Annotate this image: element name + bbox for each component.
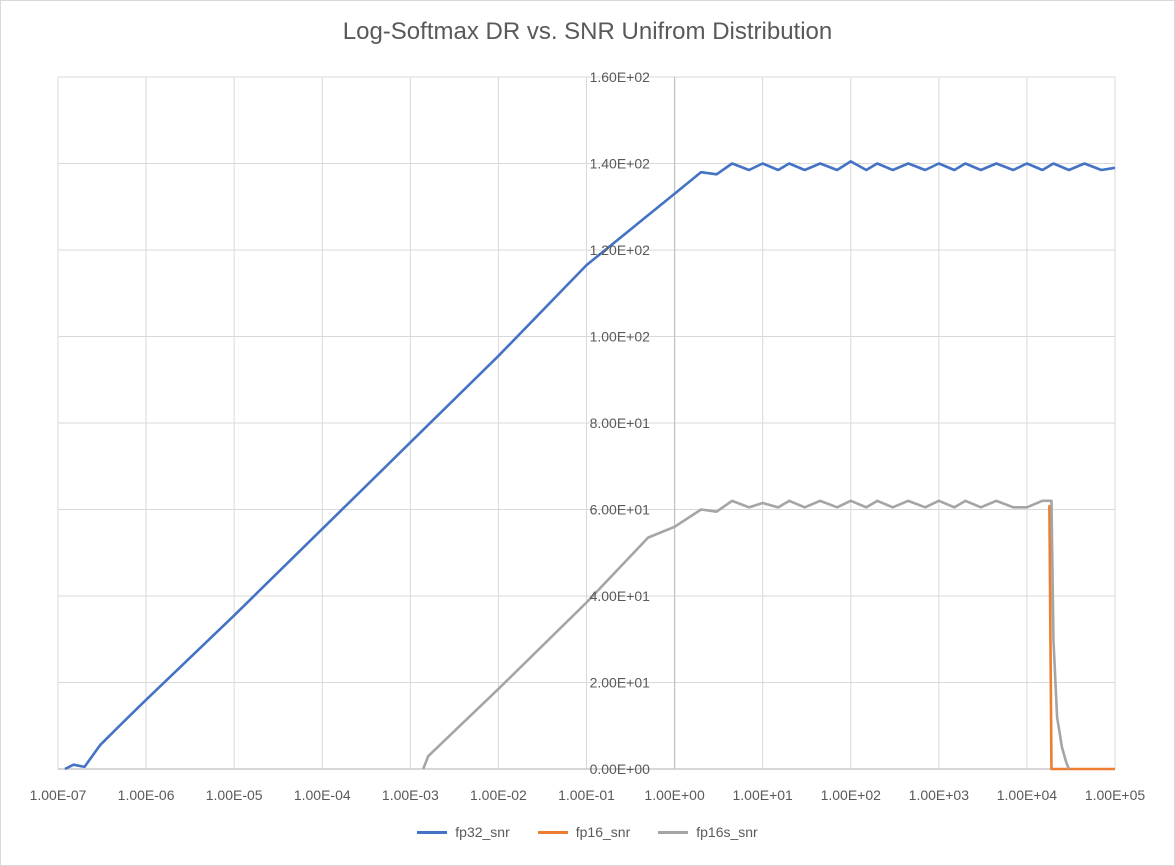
x-tick-label: 1.00E-01	[558, 787, 615, 803]
y-tick-label: 1.00E+02	[590, 329, 651, 345]
y-tick-label: 8.00E+01	[590, 415, 651, 431]
y-tick-label: 0.00E+00	[590, 761, 651, 777]
legend-label-fp16s: fp16s_snr	[696, 824, 757, 840]
legend-item-fp32: fp32_snr	[417, 824, 509, 840]
y-tick-label: 1.20E+02	[590, 242, 651, 258]
x-tick-label: 1.00E+01	[732, 787, 793, 803]
legend: fp32_snr fp16_snr fp16s_snr	[0, 824, 1175, 840]
x-tick-label: 1.00E-02	[470, 787, 527, 803]
series-line-fp16s_snr	[423, 501, 1069, 769]
legend-item-fp16: fp16_snr	[538, 824, 630, 840]
x-tick-label: 1.00E+03	[909, 787, 970, 803]
y-tick-label: 4.00E+01	[590, 588, 651, 604]
x-tick-label: 1.00E+04	[997, 787, 1058, 803]
y-tick-label: 1.40E+02	[590, 156, 651, 172]
legend-label-fp32: fp32_snr	[455, 824, 509, 840]
y-tick-label: 1.60E+02	[590, 69, 651, 85]
y-tick-label: 2.00E+01	[590, 675, 651, 691]
legend-swatch-fp16	[538, 831, 568, 834]
gridlines	[58, 77, 1115, 769]
legend-swatch-fp16s	[658, 831, 688, 834]
x-tick-label: 1.00E-03	[382, 787, 439, 803]
x-tick-label: 1.00E+02	[821, 787, 882, 803]
x-tick-label: 1.00E+05	[1085, 787, 1146, 803]
legend-item-fp16s: fp16s_snr	[658, 824, 757, 840]
legend-label-fp16: fp16_snr	[576, 824, 630, 840]
x-tick-label: 1.00E-04	[294, 787, 351, 803]
x-tick-label: 1.00E-05	[206, 787, 263, 803]
tick-labels: 1.00E-07 1.00E-06 1.00E-05 1.00E-04 1.00E-03…	[30, 69, 1146, 803]
x-tick-label: 1.00E-06	[118, 787, 175, 803]
legend-swatch-fp32	[417, 831, 447, 834]
x-tick-label: 1.00E+00	[644, 787, 705, 803]
y-tick-label: 6.00E+01	[590, 502, 651, 518]
x-tick-label: 1.00E-07	[30, 787, 87, 803]
